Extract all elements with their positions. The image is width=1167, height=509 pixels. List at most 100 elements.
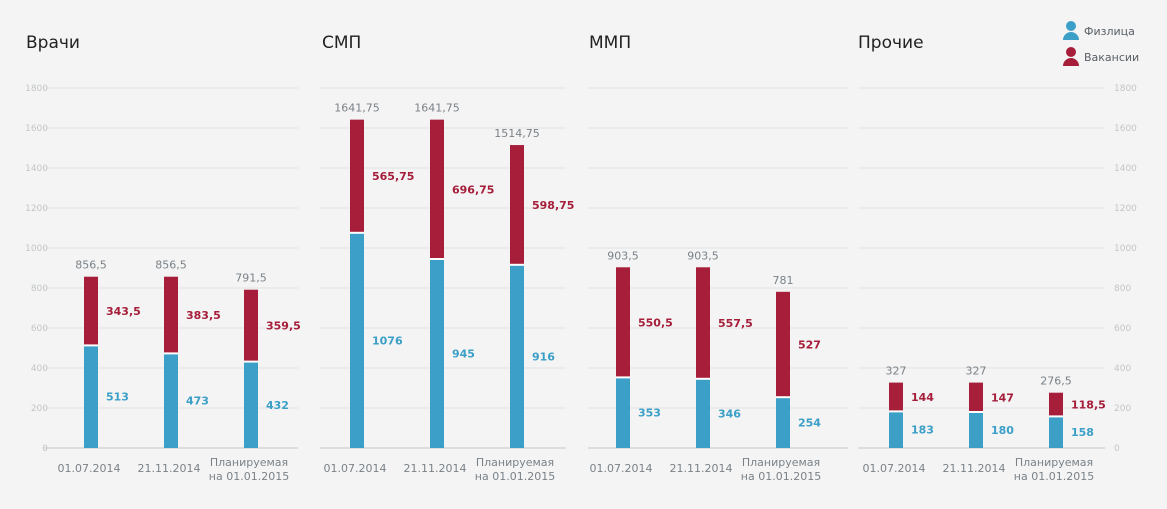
category-label: на 01.01.2015 [1014,470,1094,483]
y-tick-label: 400 [31,364,48,374]
filled-value-label: 183 [911,424,934,437]
bar-vacant [244,289,258,362]
total-label: 1641,75 [414,102,460,115]
category-label: Планируемая [476,456,554,469]
panel-title: Врачи [26,33,80,53]
bar-filled [510,264,524,448]
y-tick-label: 600 [1114,324,1131,334]
bar-filled [350,232,364,448]
y-tick-label: 200 [1114,404,1131,414]
legend-label: Вакансии [1084,51,1139,64]
bar-vacant [1049,392,1063,417]
filled-value-label: 945 [452,348,475,361]
bar-filled [430,259,444,448]
total-label: 781 [773,274,794,287]
filled-value-label: 346 [718,407,741,420]
bar-filled [969,412,983,448]
person-icon-body [1063,32,1079,40]
y-tick-label: 1400 [25,164,48,174]
category-label: 01.07.2014 [324,462,387,475]
y-tick-label: 1600 [1114,124,1137,134]
panel-title: Прочие [858,33,924,53]
bar-vacant [84,276,98,346]
total-label: 327 [966,365,987,378]
vacant-value-label: 383,5 [186,309,221,322]
category-label: Планируемая [1015,456,1093,469]
bar-filled [889,411,903,448]
total-label: 1514,75 [494,127,540,140]
filled-value-label: 180 [991,424,1014,437]
bar-filled [164,353,178,448]
category-label: 01.07.2014 [58,462,121,475]
vacant-value-label: 565,75 [372,170,414,183]
total-label: 903,5 [607,249,639,262]
y-tick-label: 800 [1114,284,1131,294]
vacant-value-label: 527 [798,339,821,352]
person-icon-body [1063,58,1079,66]
filled-value-label: 432 [266,399,289,412]
y-tick-label: 1200 [1114,204,1137,214]
legend-label: Физлица [1084,25,1135,38]
vacant-value-label: 598,75 [532,199,574,212]
total-label: 791,5 [235,272,267,285]
vacant-value-label: 696,75 [452,183,494,196]
panel-title: СМП [322,33,361,53]
y-tick-label: 1800 [1114,84,1137,94]
person-icon [1066,21,1076,31]
category-label: 21.11.2014 [138,462,201,475]
category-label: Планируемая [742,456,820,469]
category-label: на 01.01.2015 [209,470,289,483]
filled-value-label: 916 [532,350,555,363]
total-label: 856,5 [75,259,107,272]
vacant-value-label: 343,5 [106,305,141,318]
vacant-value-label: 550,5 [638,316,673,329]
vacant-value-label: 147 [991,391,1014,404]
category-label: 01.07.2014 [590,462,653,475]
bar-vacant [616,267,630,378]
y-tick-label: 0 [1114,444,1120,454]
total-label: 856,5 [155,259,187,272]
filled-value-label: 473 [186,395,209,408]
category-label: Планируемая [210,456,288,469]
bar-filled [84,345,98,448]
bar-vacant [969,382,983,412]
panel-title: ММП [589,33,631,53]
total-label: 903,5 [687,249,719,262]
category-label: на 01.01.2015 [475,470,555,483]
y-tick-label: 200 [31,404,48,414]
vacant-value-label: 557,5 [718,317,753,330]
vacant-value-label: 118,5 [1071,399,1106,412]
category-label: 01.07.2014 [863,462,926,475]
bar-filled [1049,416,1063,448]
y-tick-label: 600 [31,324,48,334]
bar-vacant [350,119,364,233]
bar-vacant [889,382,903,412]
bar-vacant [696,267,710,379]
y-tick-label: 1400 [1114,164,1137,174]
bar-filled [696,378,710,448]
vacant-value-label: 144 [911,391,934,404]
person-icon [1066,47,1076,57]
bar-filled [616,377,630,448]
bar-filled [244,361,258,448]
category-label: 21.11.2014 [670,462,733,475]
filled-value-label: 158 [1071,426,1094,439]
category-label: 21.11.2014 [943,462,1006,475]
y-tick-label: 1000 [25,244,48,254]
total-label: 1641,75 [334,102,380,115]
y-tick-label: 1800 [25,84,48,94]
bar-vacant [430,119,444,260]
bar-filled [776,397,790,448]
bar-vacant [510,145,524,265]
y-tick-label: 800 [31,284,48,294]
total-label: 276,5 [1040,375,1072,388]
category-label: на 01.01.2015 [741,470,821,483]
y-tick-label: 1000 [1114,244,1137,254]
y-tick-label: 1200 [25,204,48,214]
filled-value-label: 353 [638,407,661,420]
filled-value-label: 254 [798,417,821,430]
y-tick-label: 1600 [25,124,48,134]
category-label: 21.11.2014 [404,462,467,475]
